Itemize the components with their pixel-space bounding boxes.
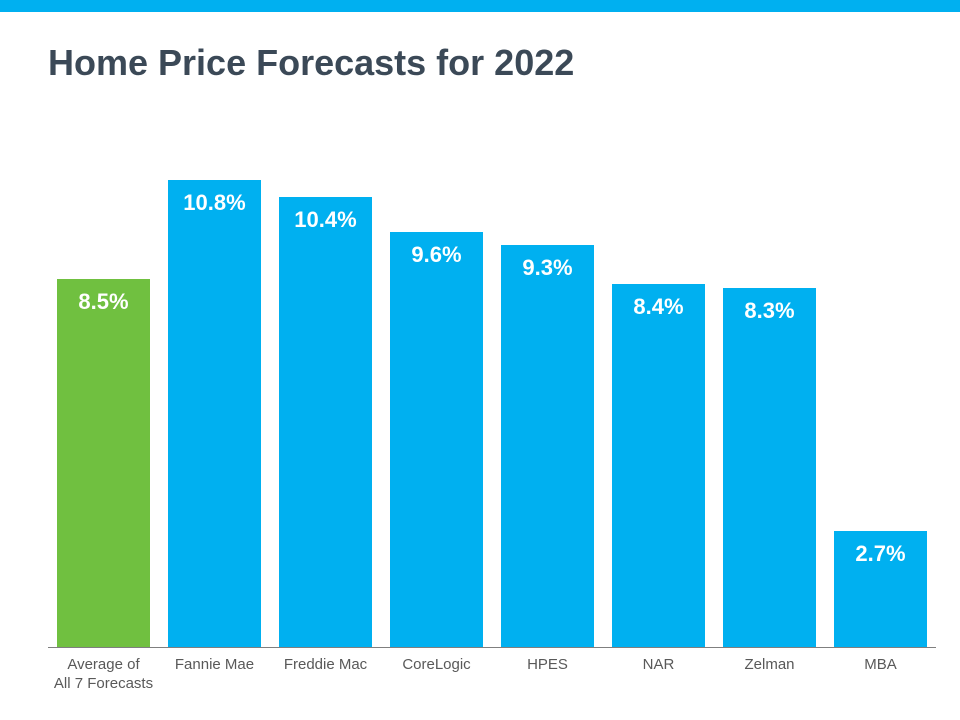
bar-value-label: 8.3%: [723, 298, 816, 324]
bar-value-label: 8.4%: [612, 294, 705, 320]
bar-value-label: 8.5%: [57, 289, 150, 315]
bar: 8.3%: [723, 288, 816, 648]
bar-value-label: 9.6%: [390, 242, 483, 268]
bar-column: 10.4%: [270, 158, 381, 648]
bar-value-label: 10.8%: [168, 190, 261, 216]
bar: 9.3%: [501, 245, 594, 648]
bar: 2.7%: [834, 531, 927, 648]
bar: 8.5%: [57, 279, 150, 648]
x-axis-label: Average ofAll 7 Forecasts: [48, 652, 159, 696]
bar: 10.4%: [279, 197, 372, 648]
x-axis-label: HPES: [492, 652, 603, 696]
x-axis-label: CoreLogic: [381, 652, 492, 696]
bar-value-label: 10.4%: [279, 207, 372, 233]
bar-column: 8.4%: [603, 158, 714, 648]
bar-column: 8.3%: [714, 158, 825, 648]
bar: 9.6%: [390, 232, 483, 648]
x-axis-label: NAR: [603, 652, 714, 696]
x-axis-label: MBA: [825, 652, 936, 696]
bar-column: 9.3%: [492, 158, 603, 648]
bars-container: 8.5% 10.8% 10.4% 9.6% 9.3% 8.4% 8.3% 2.7%: [48, 158, 936, 648]
page-title: Home Price Forecasts for 2022: [0, 12, 960, 84]
x-axis-label: Freddie Mac: [270, 652, 381, 696]
bar-column: 9.6%: [381, 158, 492, 648]
x-axis-label: Fannie Mae: [159, 652, 270, 696]
x-axis-line: [48, 647, 936, 648]
bar-column: 8.5%: [48, 158, 159, 648]
bar: 10.8%: [168, 180, 261, 648]
bar-value-label: 2.7%: [834, 541, 927, 567]
top-accent-bar: [0, 0, 960, 12]
bar-value-label: 9.3%: [501, 255, 594, 281]
bar-column: 10.8%: [159, 158, 270, 648]
bar: 8.4%: [612, 284, 705, 648]
x-axis-labels: Average ofAll 7 ForecastsFannie MaeFredd…: [48, 652, 936, 696]
x-axis-label: Zelman: [714, 652, 825, 696]
bar-column: 2.7%: [825, 158, 936, 648]
bar-chart: 8.5% 10.8% 10.4% 9.6% 9.3% 8.4% 8.3% 2.7%: [48, 158, 936, 648]
